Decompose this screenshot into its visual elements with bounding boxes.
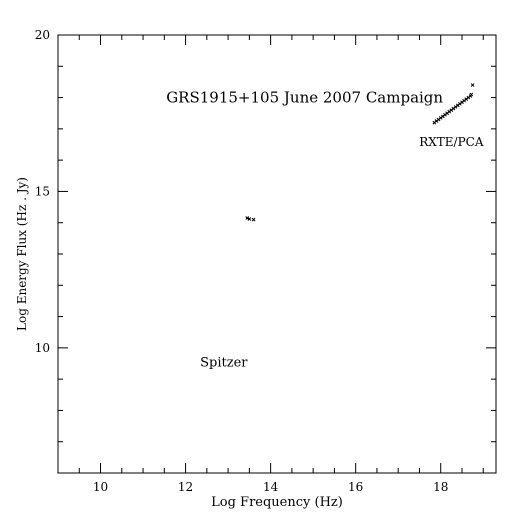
x-axis-label: Log Frequency (Hz) [211,495,343,510]
axis-ticks [57,34,496,474]
data-point [245,216,250,220]
annotation-label: RXTE/PCA [419,135,484,149]
y-tick-label: 10 [35,341,50,355]
y-tick-label: 15 [35,184,50,198]
x-tick-label: 18 [433,480,448,494]
data-point [469,92,474,97]
annotation-label: Spitzer [200,356,248,371]
x-tick-label: 16 [348,480,363,494]
data-points [245,83,475,222]
data-point [251,217,256,222]
x-tick-label: 12 [178,480,193,494]
annotations: GRS1915+105 June 2007 Campaign RXTE/PCA Sp… [166,88,484,370]
y-axis-label: Log Energy Flux (Hz . Jy) [15,177,29,331]
tick-labels: 10 12 14 16 18 10 15 20 [35,28,449,494]
x-tick-label: 10 [93,480,108,494]
y-tick-label: 20 [35,28,50,42]
x-tick-label: 14 [263,480,279,494]
data-point [470,83,475,87]
data-point [247,217,252,221]
annotation-label: GRS1915+105 June 2007 Campaign [166,88,443,106]
